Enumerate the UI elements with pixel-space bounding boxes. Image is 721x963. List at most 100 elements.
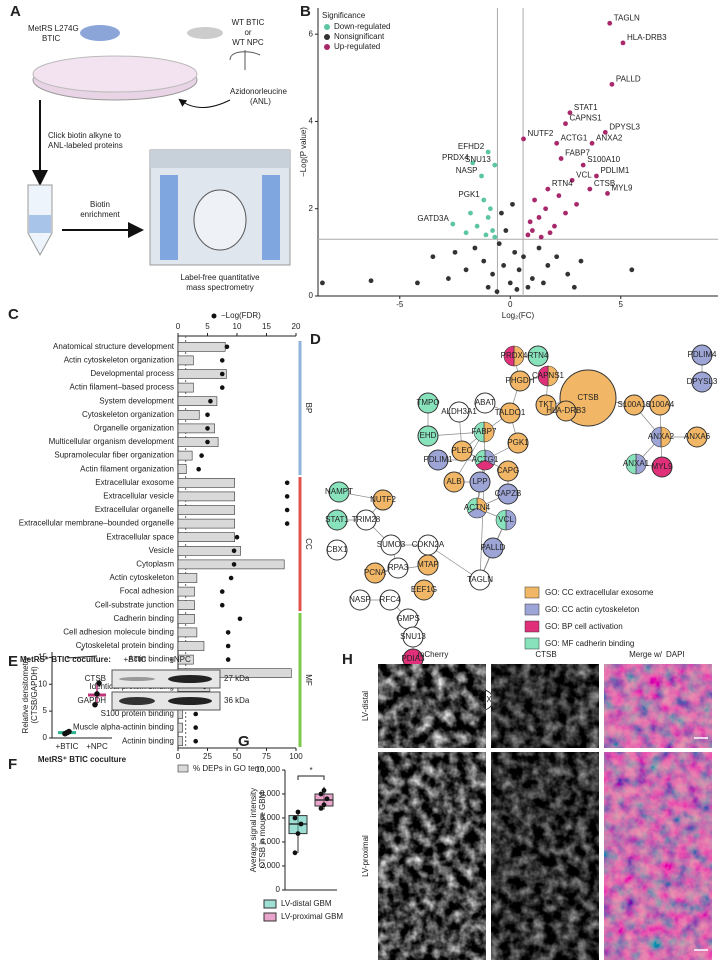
x2-tick-label: 10 (233, 322, 242, 331)
bar (177, 627, 198, 638)
category-label: Supramolecular fiber organization (54, 451, 174, 460)
dot (224, 344, 230, 350)
legend-marker (324, 44, 330, 50)
node (387, 557, 409, 579)
dot (219, 602, 225, 608)
legend-title: Significance (322, 11, 366, 20)
x-tick-label: +NPC (86, 742, 108, 751)
point (94, 691, 100, 697)
node-wedge (483, 421, 495, 443)
point (499, 210, 504, 216)
panel-label: A (10, 3, 21, 20)
micrograph (604, 664, 712, 748)
label: ANL-labeled proteins (48, 141, 123, 150)
micrograph (378, 664, 486, 748)
x2-tick-label: 20 (292, 322, 301, 331)
point (430, 254, 436, 260)
y-tick-label: 15 (38, 652, 47, 661)
category-label: Muscle alpha-actinin binding (73, 723, 174, 732)
point (574, 201, 579, 207)
band (119, 697, 155, 705)
node-label: HLA-DRB3 (546, 406, 586, 415)
y-tick-label: 8,000 (260, 789, 281, 798)
point (295, 809, 301, 815)
node (380, 534, 402, 556)
x-tick-label: -5 (396, 300, 404, 309)
point (487, 206, 493, 212)
node-label: NASP (349, 595, 371, 604)
point (494, 289, 500, 295)
bar (177, 396, 218, 407)
point (485, 284, 491, 290)
node-label: PHGDH (506, 376, 535, 385)
dot (193, 725, 198, 730)
point (452, 249, 458, 255)
node-wedge (625, 453, 637, 475)
size-label: 36 kDa (224, 696, 250, 705)
point (292, 850, 298, 856)
label: Azidonorleucine (230, 87, 287, 96)
node-wedge (513, 345, 525, 367)
node-wedge (650, 426, 662, 448)
point (578, 258, 584, 264)
node-label: S100A10 (618, 400, 651, 409)
point-label: ANXA2 (596, 133, 623, 142)
node-label: GMPS (396, 614, 420, 623)
bar (177, 477, 235, 488)
panel-label: H (342, 651, 353, 668)
blot-header: MetRS⁺ BTIC coculture: (20, 655, 111, 664)
point-label: PALLD (616, 74, 641, 83)
y-axis-label: Average signal intensity (249, 788, 258, 872)
column-title: Merge w/ (629, 650, 663, 659)
category-label: Cytoskeletal protein binding (76, 641, 174, 650)
label: Click biotin alkyne to (48, 131, 121, 140)
dot (284, 480, 290, 486)
label: or (244, 28, 251, 37)
category-label: Actin binding (128, 655, 174, 664)
node (507, 432, 529, 454)
dot (219, 589, 225, 594)
node (623, 394, 645, 416)
bar (177, 505, 235, 515)
node-wedge (495, 509, 507, 531)
node (474, 392, 496, 414)
node (379, 589, 401, 611)
node-label: PDLIM1 (424, 455, 453, 464)
bar (177, 613, 195, 624)
point (66, 728, 72, 735)
group-label: MF (304, 674, 313, 686)
point (318, 806, 324, 811)
node-label: ACTN4 (464, 503, 491, 512)
category-label: System development (99, 396, 174, 405)
bar (177, 722, 184, 733)
label: mass spectrometry (186, 283, 254, 292)
node (364, 562, 386, 584)
point (490, 228, 495, 233)
point (629, 267, 635, 273)
legend-label: GO: CC extracellular exosome (545, 588, 654, 597)
y-axis-label: CTSB in mouse GBM (258, 791, 267, 868)
y-axis-label: (CTSB/GAPDH) (30, 666, 39, 724)
y-tick-label: 0 (276, 885, 281, 894)
arrow (178, 98, 231, 108)
node-label: CAPNS1 (532, 371, 565, 380)
node (326, 539, 348, 561)
dot (284, 507, 290, 513)
point (463, 230, 469, 236)
category-label: Cytoplasm (136, 560, 174, 569)
node-label: PDLIM4 (688, 350, 717, 359)
node (417, 425, 439, 447)
point (556, 193, 562, 199)
x-axis-label: Log₂(FC) (502, 311, 535, 320)
point-label: CTSB (594, 179, 615, 188)
node (499, 402, 521, 424)
category-label: Extracellular vesicle (103, 492, 174, 501)
node-label: PRDX4 (501, 351, 528, 360)
point (96, 680, 102, 686)
point (496, 241, 502, 247)
dot (205, 412, 210, 418)
point (580, 162, 586, 168)
x-tick-label: 75 (262, 752, 271, 761)
label: MetRS L274G (28, 24, 79, 33)
node (451, 440, 473, 462)
